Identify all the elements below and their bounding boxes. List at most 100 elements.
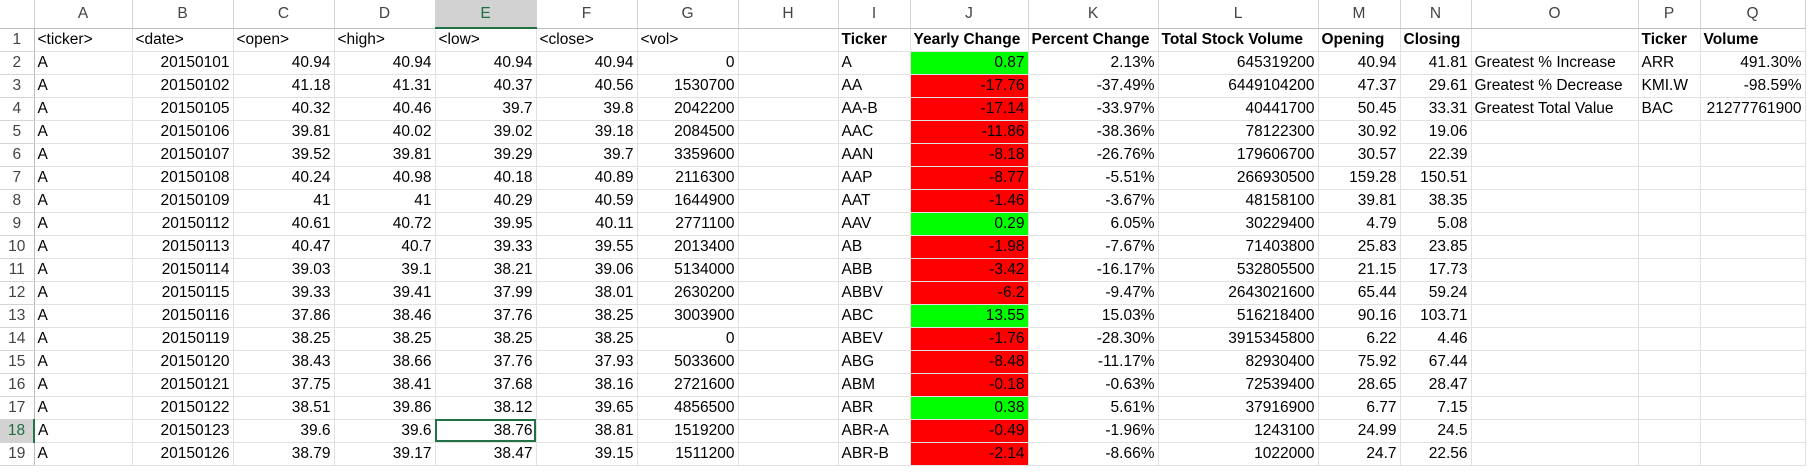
cell-I19[interactable]: ABR-B — [838, 442, 911, 466]
cell-I6[interactable]: AAN — [838, 143, 911, 167]
cell-M16[interactable]: 28.65 — [1318, 373, 1401, 397]
cell-M10[interactable]: 25.83 — [1318, 235, 1401, 259]
cell-K7[interactable]: -5.51% — [1028, 166, 1159, 190]
cell-A13[interactable]: A — [34, 304, 133, 328]
cell-I5[interactable]: AAC — [838, 120, 911, 144]
cell-E10[interactable]: 39.33 — [435, 235, 537, 259]
cell-F10[interactable]: 39.55 — [536, 235, 638, 259]
cell-E5[interactable]: 39.02 — [435, 120, 537, 144]
cell-J14[interactable]: -1.76 — [910, 327, 1029, 351]
cell-I18[interactable]: ABR-A — [838, 419, 911, 443]
cell-A7[interactable]: A — [34, 166, 133, 190]
cell-A15[interactable]: A — [34, 350, 133, 374]
cell-C14[interactable]: 38.25 — [233, 327, 335, 351]
cell-C10[interactable]: 40.47 — [233, 235, 335, 259]
row-header-11[interactable]: 11 — [0, 258, 35, 282]
cell-K8[interactable]: -3.67% — [1028, 189, 1159, 213]
cell-E8[interactable]: 40.29 — [435, 189, 537, 213]
cell-E11[interactable]: 38.21 — [435, 258, 537, 282]
cell-O19[interactable] — [1471, 442, 1639, 466]
cell-C7[interactable]: 40.24 — [233, 166, 335, 190]
cell-J6[interactable]: -8.18 — [910, 143, 1029, 167]
column-header-M[interactable]: M — [1318, 0, 1401, 29]
cell-L17[interactable]: 37916900 — [1158, 396, 1319, 420]
cell-M11[interactable]: 21.15 — [1318, 258, 1401, 282]
cell-F19[interactable]: 39.15 — [536, 442, 638, 466]
cell-N12[interactable]: 59.24 — [1400, 281, 1472, 305]
cell-M14[interactable]: 6.22 — [1318, 327, 1401, 351]
cell-E9[interactable]: 39.95 — [435, 212, 537, 236]
cell-P14[interactable] — [1638, 327, 1701, 351]
cell-J5[interactable]: -11.86 — [910, 120, 1029, 144]
cell-M12[interactable]: 65.44 — [1318, 281, 1401, 305]
cell-C3[interactable]: 41.18 — [233, 74, 335, 98]
cell-H8[interactable] — [738, 189, 839, 213]
cell-K14[interactable]: -28.30% — [1028, 327, 1159, 351]
column-header-G[interactable]: G — [637, 0, 739, 29]
cell-D12[interactable]: 39.41 — [334, 281, 436, 305]
column-header-F[interactable]: F — [536, 0, 638, 29]
cell-C18[interactable]: 39.6 — [233, 419, 335, 443]
cell-L16[interactable]: 72539400 — [1158, 373, 1319, 397]
cell-I16[interactable]: ABM — [838, 373, 911, 397]
cell-B15[interactable]: 20150120 — [132, 350, 234, 374]
cell-Q4[interactable]: 21277761900 — [1700, 97, 1806, 121]
cell-K17[interactable]: 5.61% — [1028, 396, 1159, 420]
row-header-15[interactable]: 15 — [0, 350, 35, 374]
cell-N2[interactable]: 41.81 — [1400, 51, 1472, 75]
cell-O6[interactable] — [1471, 143, 1639, 167]
column-header-J[interactable]: J — [910, 0, 1029, 29]
cell-Q10[interactable] — [1700, 235, 1806, 259]
column-header-B[interactable]: B — [132, 0, 234, 29]
cell-E1[interactable]: <low> — [435, 28, 537, 52]
cell-A4[interactable]: A — [34, 97, 133, 121]
row-header-13[interactable]: 13 — [0, 304, 35, 328]
cell-Q2[interactable]: 491.30% — [1700, 51, 1806, 75]
cell-P19[interactable] — [1638, 442, 1701, 466]
cell-N15[interactable]: 67.44 — [1400, 350, 1472, 374]
cell-O10[interactable] — [1471, 235, 1639, 259]
cell-D11[interactable]: 39.1 — [334, 258, 436, 282]
cell-L5[interactable]: 78122300 — [1158, 120, 1319, 144]
cell-F14[interactable]: 38.25 — [536, 327, 638, 351]
cell-O12[interactable] — [1471, 281, 1639, 305]
cell-L18[interactable]: 1243100 — [1158, 419, 1319, 443]
cell-P18[interactable] — [1638, 419, 1701, 443]
cell-K15[interactable]: -11.17% — [1028, 350, 1159, 374]
cell-K19[interactable]: -8.66% — [1028, 442, 1159, 466]
cell-G6[interactable]: 3359600 — [637, 143, 739, 167]
cell-Q17[interactable] — [1700, 396, 1806, 420]
cell-H17[interactable] — [738, 396, 839, 420]
cell-F4[interactable]: 39.8 — [536, 97, 638, 121]
cell-E16[interactable]: 37.68 — [435, 373, 537, 397]
cell-Q8[interactable] — [1700, 189, 1806, 213]
cell-M13[interactable]: 90.16 — [1318, 304, 1401, 328]
cell-B19[interactable]: 20150126 — [132, 442, 234, 466]
cell-N16[interactable]: 28.47 — [1400, 373, 1472, 397]
cell-N4[interactable]: 33.31 — [1400, 97, 1472, 121]
cell-L1[interactable]: Total Stock Volume — [1158, 28, 1319, 52]
cell-E6[interactable]: 39.29 — [435, 143, 537, 167]
cell-H7[interactable] — [738, 166, 839, 190]
cell-G4[interactable]: 2042200 — [637, 97, 739, 121]
row-header-4[interactable]: 4 — [0, 97, 35, 121]
cell-N7[interactable]: 150.51 — [1400, 166, 1472, 190]
cell-P3[interactable]: KMI.W — [1638, 74, 1701, 98]
cell-K10[interactable]: -7.67% — [1028, 235, 1159, 259]
column-header-H[interactable]: H — [738, 0, 839, 29]
column-header-Q[interactable]: Q — [1700, 0, 1806, 29]
cell-L14[interactable]: 3915345800 — [1158, 327, 1319, 351]
cell-E3[interactable]: 40.37 — [435, 74, 537, 98]
cell-F6[interactable]: 39.7 — [536, 143, 638, 167]
cell-M15[interactable]: 75.92 — [1318, 350, 1401, 374]
cell-Q18[interactable] — [1700, 419, 1806, 443]
cell-C15[interactable]: 38.43 — [233, 350, 335, 374]
cell-A8[interactable]: A — [34, 189, 133, 213]
cell-A1[interactable]: <ticker> — [34, 28, 133, 52]
cell-J1[interactable]: Yearly Change — [910, 28, 1029, 52]
cell-D19[interactable]: 39.17 — [334, 442, 436, 466]
cell-P15[interactable] — [1638, 350, 1701, 374]
cell-L12[interactable]: 2643021600 — [1158, 281, 1319, 305]
cell-A12[interactable]: A — [34, 281, 133, 305]
